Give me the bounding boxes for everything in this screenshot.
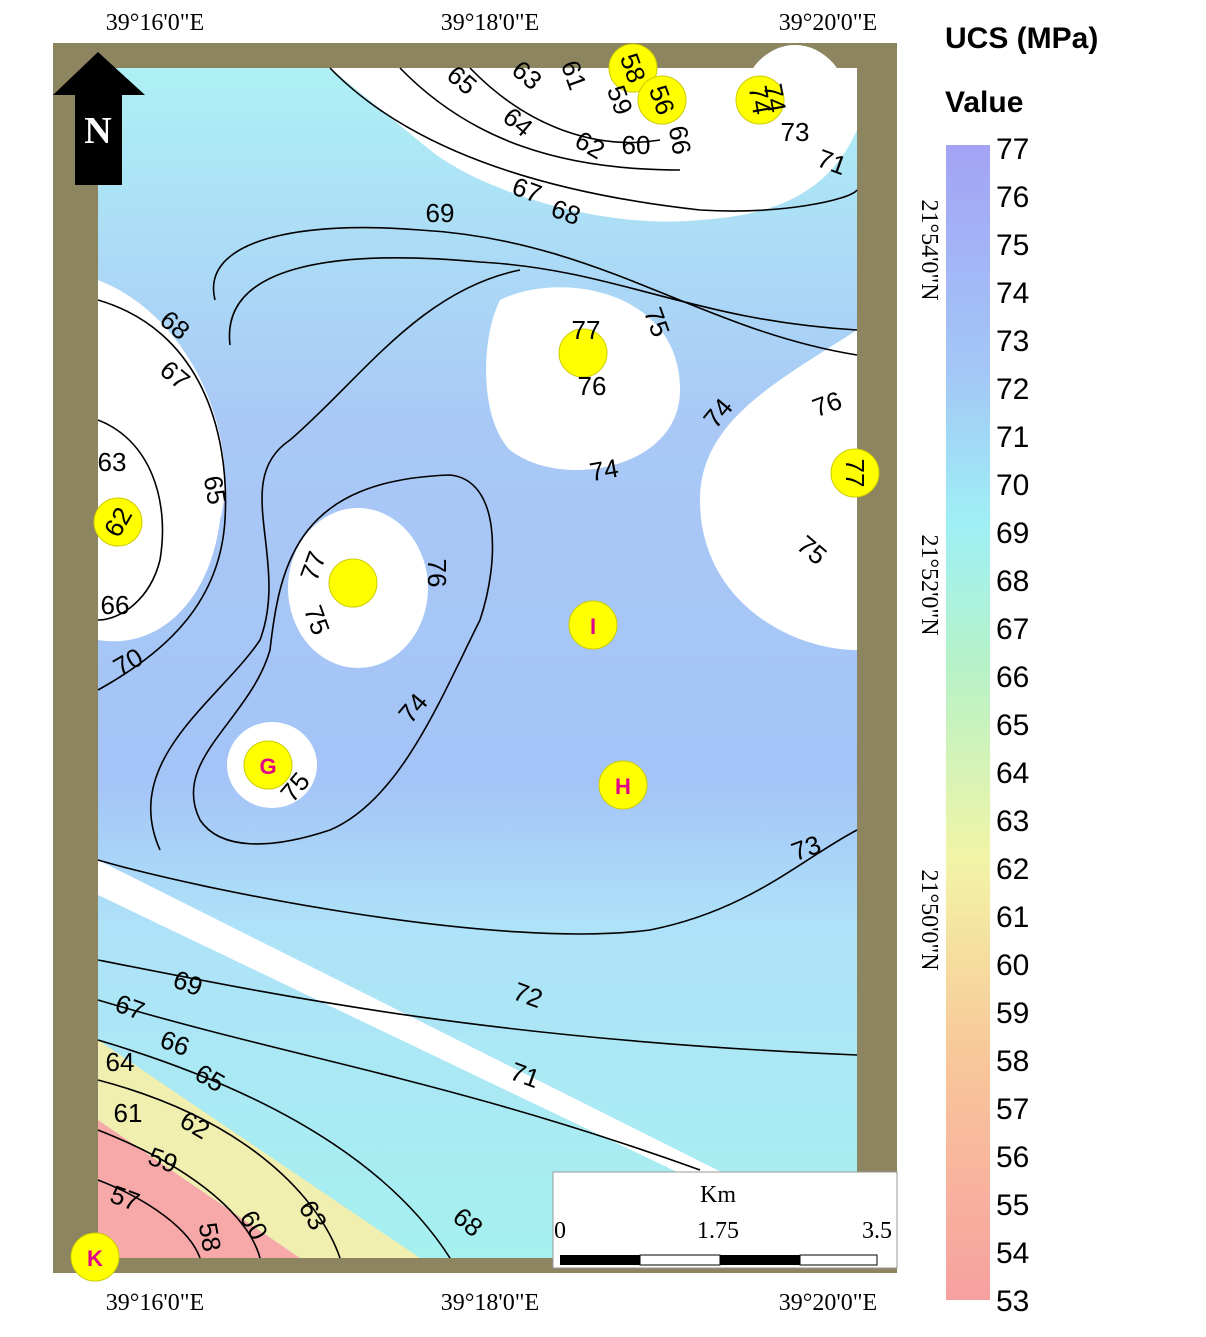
color-ramp bbox=[946, 145, 990, 1300]
north-label: N bbox=[84, 110, 111, 152]
contour-label: 66 bbox=[663, 123, 698, 157]
sample-site bbox=[598, 760, 648, 810]
site-label: K bbox=[87, 1246, 103, 1271]
site-label: 74 bbox=[743, 83, 778, 117]
legend-tick-label: 58 bbox=[996, 1045, 1029, 1078]
legend-tick-label: 71 bbox=[996, 421, 1029, 454]
contours bbox=[97, 67, 858, 1259]
legend-tick-label: 61 bbox=[996, 901, 1029, 934]
longitude-label: 39°20'0"E bbox=[779, 1290, 877, 1316]
site-label: 77 bbox=[840, 459, 870, 488]
legend-tick-label: 59 bbox=[996, 997, 1029, 1030]
contour-label: 66 bbox=[101, 590, 130, 620]
legend-tick-label: 63 bbox=[996, 805, 1029, 838]
legend-tick-label: 65 bbox=[996, 709, 1029, 742]
legend-tick-label: 55 bbox=[996, 1189, 1029, 1222]
legend-title: UCS (MPa) bbox=[945, 22, 1098, 55]
longitude-label: 39°16'0"E bbox=[106, 1290, 204, 1316]
contour-label: 58 bbox=[193, 1220, 228, 1254]
sample-site bbox=[637, 75, 687, 125]
scale-label: 1.75 bbox=[697, 1218, 739, 1244]
legend-tick-label: 77 bbox=[996, 133, 1029, 166]
contour-label: 74 bbox=[758, 81, 793, 115]
legend-tick-label: 69 bbox=[996, 517, 1029, 550]
latitude-label: 21°52'0"N bbox=[916, 534, 942, 635]
sample-site bbox=[243, 740, 293, 790]
longitude-label: 39°16'0"E bbox=[106, 10, 204, 36]
site-label: G bbox=[259, 754, 276, 779]
legend-tick-label: 60 bbox=[996, 949, 1029, 982]
scale-label: 3.5 bbox=[862, 1218, 892, 1244]
legend-tick-label: 64 bbox=[996, 757, 1029, 790]
legend-tick-label: 72 bbox=[996, 373, 1029, 406]
contour-label: 74 bbox=[587, 453, 621, 488]
sample-site bbox=[558, 328, 608, 378]
contour-label: 61 bbox=[114, 1098, 143, 1128]
site-label: H bbox=[615, 774, 631, 799]
sample-site bbox=[735, 75, 785, 125]
sample-site bbox=[328, 558, 378, 608]
legend-ticks: 77 76 75 74 73 72 71 70 69 68 67 66 65 64 63 62 61 60 59 58… bbox=[996, 133, 1029, 1318]
sample-site bbox=[830, 448, 880, 498]
contour-label: 76 bbox=[578, 371, 607, 401]
sample-site bbox=[568, 600, 618, 650]
contour-label: 73 bbox=[781, 117, 810, 147]
scale-unit: Km bbox=[700, 1182, 736, 1208]
legend-tick-label: 67 bbox=[996, 613, 1029, 646]
mid-zone bbox=[98, 1040, 420, 1258]
sample-site bbox=[608, 43, 658, 93]
latitude-label: 21°54'0"N bbox=[916, 199, 942, 300]
contour-label: 69 bbox=[426, 198, 455, 228]
graticule: 39°16'0"E 39°16'0"E 39°18'0"E 39°18'0"E 39°2… bbox=[106, 10, 942, 1316]
legend-tick-label: 66 bbox=[996, 661, 1029, 694]
legend-tick-label: 75 bbox=[996, 229, 1029, 262]
legend-subtitle: Value bbox=[945, 86, 1023, 119]
legend-tick-label: 74 bbox=[996, 277, 1029, 310]
contour-label: 76 bbox=[422, 559, 452, 588]
legend-tick-label: 53 bbox=[996, 1285, 1029, 1318]
legend-tick-label: 68 bbox=[996, 565, 1029, 598]
site-label: I bbox=[590, 614, 596, 639]
scale-label: 0 bbox=[554, 1218, 566, 1244]
contour-label: 63 bbox=[98, 447, 127, 477]
legend-tick-label: 76 bbox=[996, 181, 1029, 214]
legend-tick-label: 62 bbox=[996, 853, 1029, 886]
legend-tick-label: 54 bbox=[996, 1237, 1029, 1270]
contour-label: 64 bbox=[106, 1047, 135, 1077]
legend-tick-label: 73 bbox=[996, 325, 1029, 358]
legend-tick-label: 57 bbox=[996, 1093, 1029, 1126]
legend-tick-label: 70 bbox=[996, 469, 1029, 502]
longitude-label: 39°18'0"E bbox=[441, 1290, 539, 1316]
sample-site bbox=[93, 497, 143, 547]
longitude-label: 39°20'0"E bbox=[779, 10, 877, 36]
scale-bar: Km 0 1.75 3.5 bbox=[552, 1171, 898, 1269]
contour-label: 65 bbox=[198, 473, 233, 507]
latitude-label: 21°50'0"N bbox=[916, 869, 942, 970]
legend-tick-label: 56 bbox=[996, 1141, 1029, 1174]
sample-site bbox=[70, 1232, 120, 1282]
contour-label: 60 bbox=[622, 130, 651, 160]
contour-label: 77 bbox=[572, 315, 601, 345]
longitude-label: 39°18'0"E bbox=[441, 10, 539, 36]
north-arrow: N bbox=[53, 52, 145, 185]
